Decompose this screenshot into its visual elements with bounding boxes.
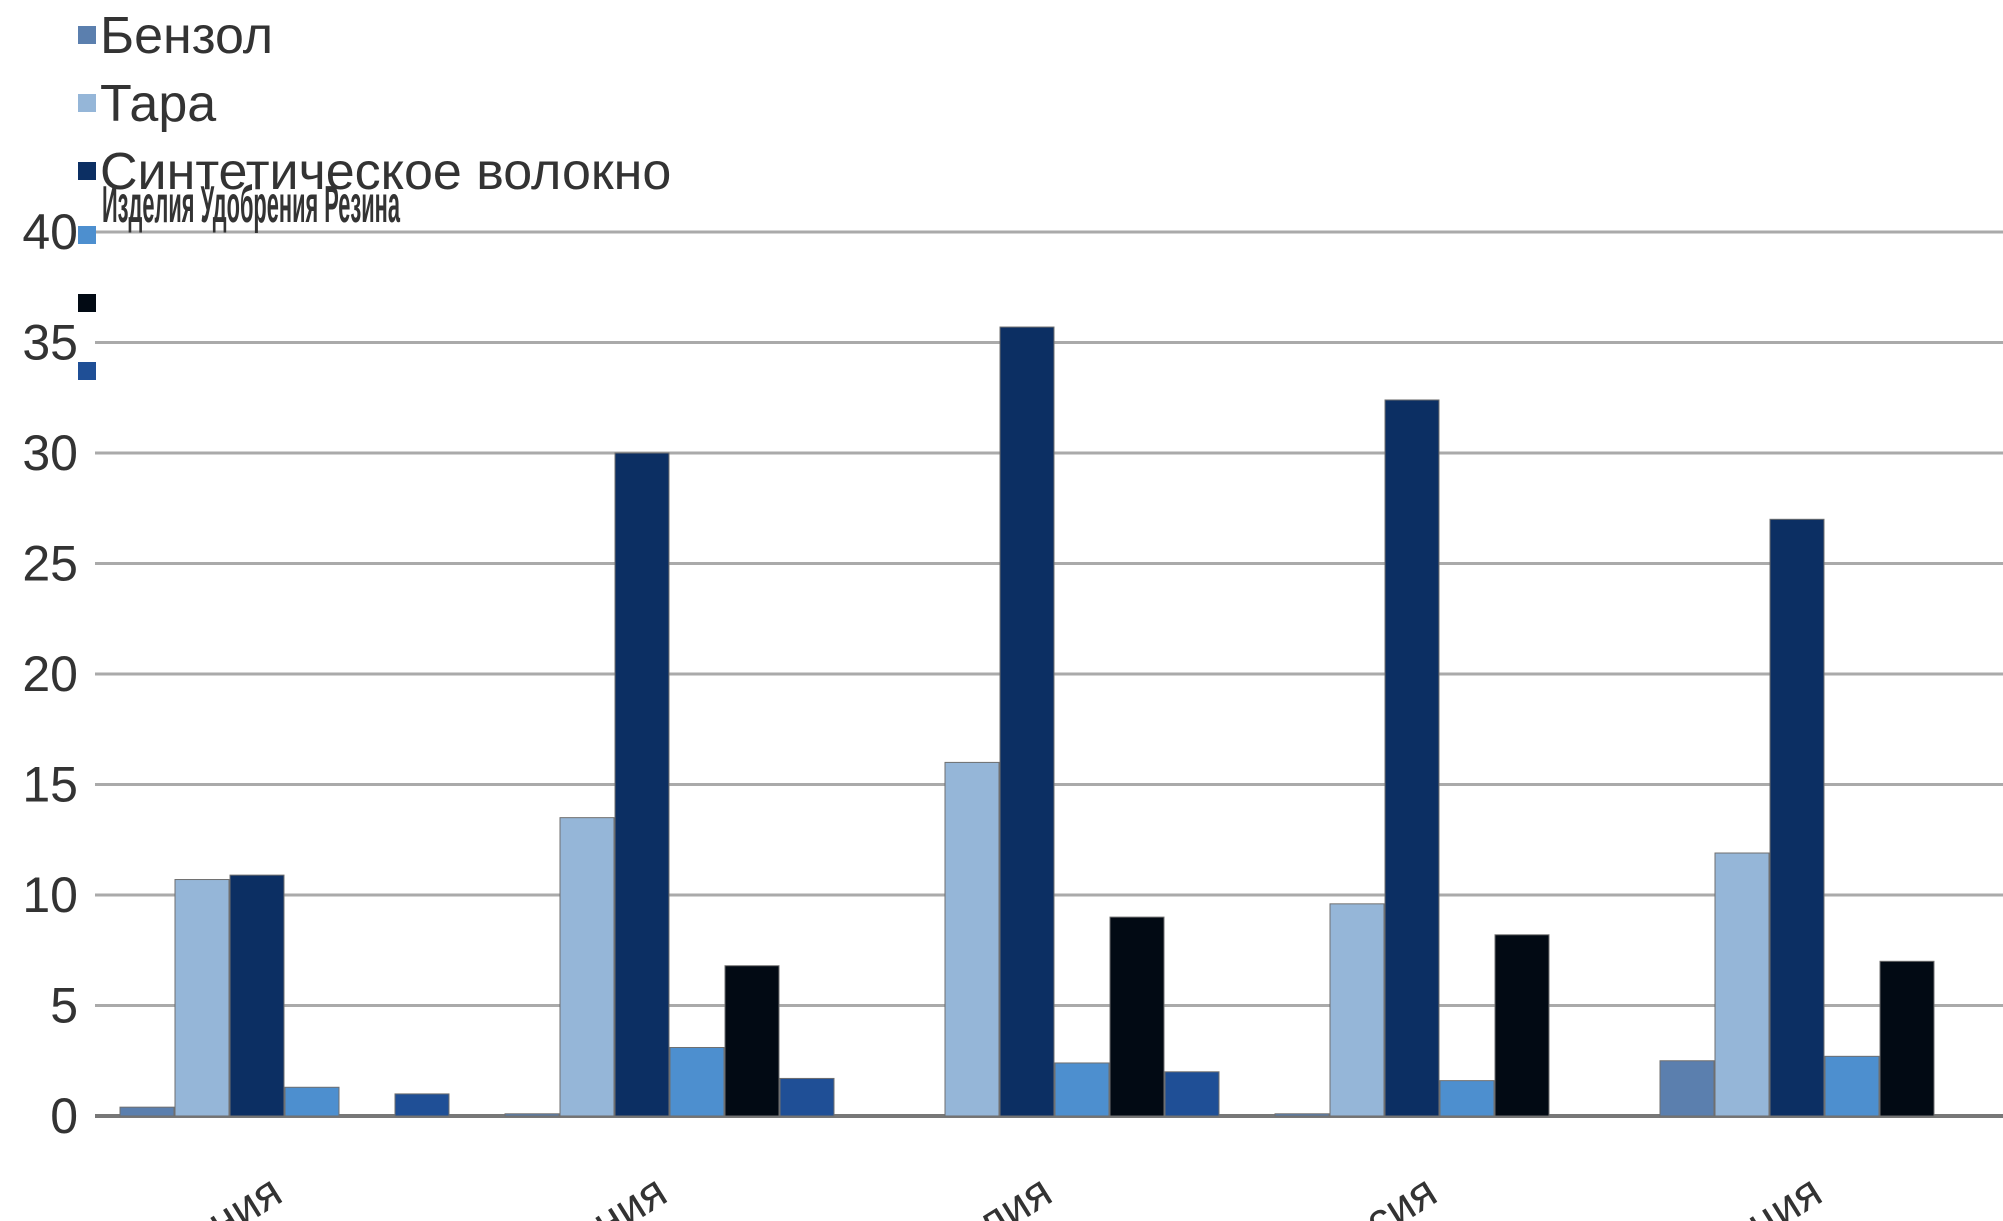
bar (1109, 916, 1165, 1117)
legend-swatch (78, 226, 96, 244)
legend-swatch (78, 162, 96, 180)
legend-label: Тара (100, 75, 216, 133)
legend-overlap-label: Изделия Удобрения Резина (102, 176, 400, 234)
bar (669, 1046, 725, 1117)
bar (1659, 1060, 1715, 1117)
bar (394, 1093, 450, 1117)
bar (119, 1106, 175, 1117)
bar (779, 1077, 835, 1117)
y-axis: 0 5 10 15 20 25 30 35 40 (22, 204, 78, 1144)
x-axis: …ния …ния …лия …сия …ция (159, 1164, 1830, 1221)
x-tick-label: …ния (159, 1164, 290, 1221)
bar (1384, 399, 1440, 1117)
bar (1274, 1113, 1330, 1117)
y-tick-label: 25 (22, 536, 78, 592)
bar (174, 879, 230, 1117)
bar (1769, 518, 1825, 1117)
x-tick-label: …ния (544, 1164, 675, 1221)
legend-label: Бензол (100, 7, 273, 65)
bar (1494, 934, 1550, 1117)
legend-swatch (78, 362, 96, 380)
y-tick-label: 20 (22, 646, 78, 702)
bar (944, 761, 1000, 1117)
x-tick-label: …лия (928, 1164, 1060, 1221)
bars (119, 326, 1935, 1117)
bar (614, 452, 670, 1117)
legend-swatch (78, 94, 96, 112)
y-tick-label: 35 (22, 315, 78, 371)
legend-swatch (78, 26, 96, 44)
bar (229, 874, 285, 1117)
bar (1164, 1071, 1220, 1117)
y-tick-label: 10 (22, 867, 78, 923)
y-tick-label: 5 (50, 978, 78, 1034)
bar (284, 1086, 340, 1117)
bar (559, 817, 615, 1117)
bar (504, 1113, 560, 1117)
bar (1714, 852, 1770, 1117)
bar (999, 326, 1055, 1117)
bar (1054, 1062, 1110, 1117)
bar (1439, 1080, 1495, 1117)
y-tick-label: 0 (50, 1088, 78, 1144)
bar (1329, 903, 1385, 1117)
legend: Изделия Удобрения Резина Бензол Тара Синте… (78, 7, 671, 380)
x-tick-label: …сия (1316, 1164, 1445, 1221)
bar (1879, 960, 1935, 1117)
x-tick-label: …ция (1698, 1164, 1830, 1221)
legend-swatch (78, 294, 96, 312)
bar (1824, 1055, 1880, 1117)
y-tick-label: 30 (22, 425, 78, 481)
y-tick-label: 15 (22, 757, 78, 813)
bar (724, 965, 780, 1117)
y-tick-label: 40 (22, 204, 78, 260)
legend-label: Синтетическое волокно (100, 143, 671, 201)
